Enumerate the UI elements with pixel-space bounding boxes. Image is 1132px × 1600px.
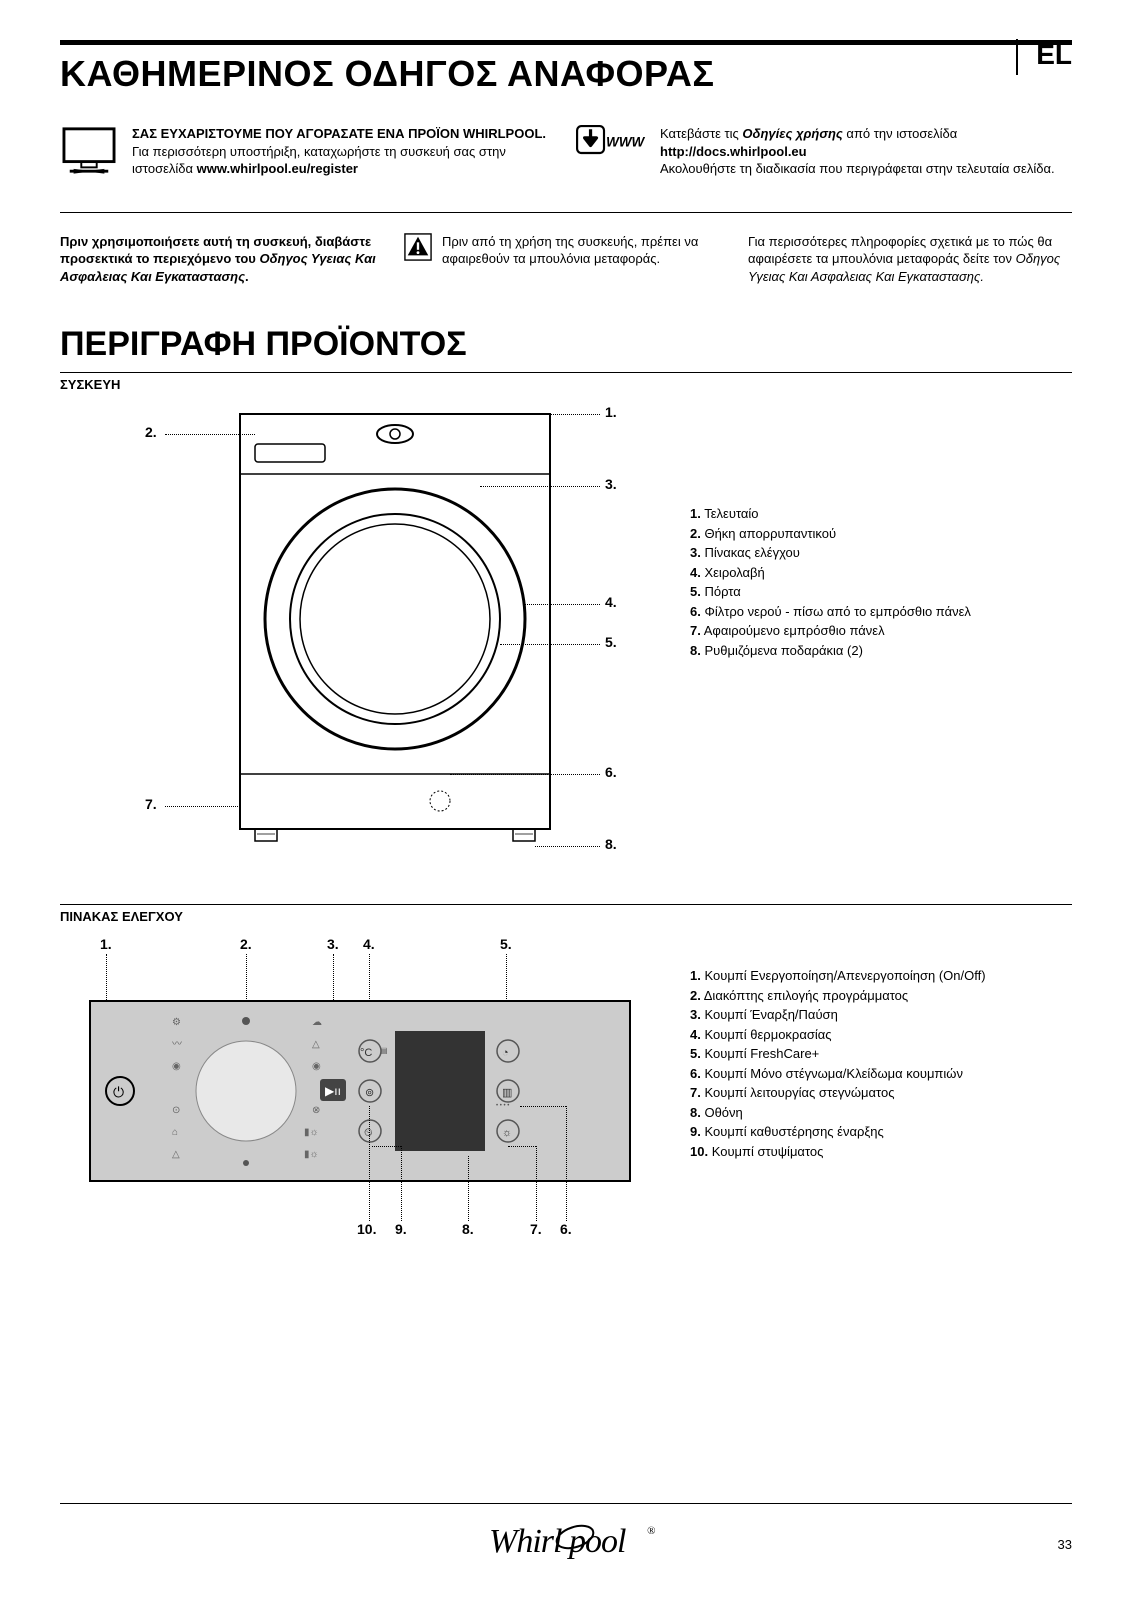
- svg-text:pool: pool: [567, 1523, 626, 1560]
- svg-text:▤: ▤: [380, 1046, 388, 1055]
- svg-text:◔: ◔: [502, 1047, 509, 1059]
- svg-text:®: ®: [647, 1525, 656, 1537]
- svg-text:°C: °C: [360, 1047, 372, 1059]
- svg-text:☁: ☁: [312, 1017, 322, 1028]
- intro-thanks-block: ΣΑΣ ΕΥΧΑΡΙΣΤΟΥΜΕ ΠΟΥ ΑΓΟΡΑΣΑΤΕ ΕΝΑ ΠΡΟΪΟ…: [132, 125, 556, 182]
- p-callout-10: 10.: [357, 1221, 376, 1237]
- safety-col-2: Πριν από τη χρήση της συσκευής, πρέπει ν…: [404, 233, 728, 286]
- svg-text:▥: ▥: [502, 1087, 512, 1099]
- svg-text:⊗: ⊗: [312, 1105, 320, 1116]
- p-callout-8: 8.: [462, 1221, 474, 1237]
- callout-6: 6.: [605, 764, 617, 780]
- svg-text:⌂: ⌂: [172, 1127, 178, 1138]
- monitor-icon: [60, 125, 118, 182]
- p-callout-7: 7.: [530, 1221, 542, 1237]
- section-title: ΠΕΡΙΓΡΑΦΗ ΠΡΟΪΟΝΤΟΣ: [60, 325, 1072, 364]
- callout-5: 5.: [605, 634, 617, 650]
- appliance-diagram: 1. 2. 3. 4. 5. 6. 7. 8.: [60, 404, 660, 864]
- svg-text:⊙: ⊙: [172, 1105, 180, 1116]
- warning-icon: [404, 233, 432, 286]
- svg-text:• • • •: • • • •: [496, 1103, 509, 1109]
- svg-text:⏻: ⏻: [113, 1084, 124, 1100]
- appliance-row: 1. 2. 3. 4. 5. 6. 7. 8. 1. Τελευταίο 2. …: [60, 404, 1072, 864]
- support-text: Για περισσότερη υποστήριξη, καταχωρήστε …: [132, 143, 556, 178]
- divider: [60, 212, 1072, 213]
- svg-text:〰: 〰: [172, 1039, 182, 1050]
- callout-3: 3.: [605, 476, 617, 492]
- callout-8: 8.: [605, 836, 617, 852]
- svg-text:▮☼: ▮☼: [304, 1127, 319, 1138]
- appliance-subsection: ΣΥΣΚΕΥΗ: [60, 372, 1072, 392]
- brand-logo: Whirl pool ®: [100, 1518, 1058, 1570]
- language-badge: EL: [1016, 39, 1072, 75]
- p-callout-1: 1.: [100, 936, 112, 952]
- safety-col-3: Για περισσότερες πληροφορίες σχετικά με …: [748, 233, 1072, 286]
- page-number: 33: [1058, 1537, 1072, 1552]
- p-callout-4: 4.: [363, 936, 375, 952]
- panel-legend: 1. Κουμπί Ενεργοποίηση/Απενεργοποίηση (O…: [690, 936, 1072, 1276]
- svg-text:▶ıı: ▶ıı: [325, 1084, 341, 1098]
- header: ΚΑΘΗΜΕΡΙΝΟΣ ΟΔΗΓΟΣ ΑΝΑΦΟΡΑΣ EL: [60, 40, 1072, 95]
- panel-subsection: ΠΙΝΑΚΑΣ ΕΛΕΓΧΟΥ: [60, 904, 1072, 924]
- thanks-text: ΣΑΣ ΕΥΧΑΡΙΣΤΟΥΜΕ ΠΟΥ ΑΓΟΡΑΣΑΤΕ ΕΝΑ ΠΡΟΪΟ…: [132, 125, 556, 143]
- p-callout-2: 2.: [240, 936, 252, 952]
- callout-1: 1.: [605, 404, 617, 420]
- download-block: Κατεβάστε τις Οδηγίες χρήσης από την ιστ…: [660, 125, 1072, 182]
- safety-col-1: Πριν χρησιμοποιήσετε αυτή τη συσκευή, δι…: [60, 233, 384, 286]
- panel-row: 1. 2. 3. 4. 5. ⚙ 〰 ◉ ⊙ ⌂ △ ☁ △: [60, 936, 1072, 1276]
- svg-text:▮☼: ▮☼: [304, 1149, 319, 1160]
- callout-2: 2.: [145, 424, 157, 440]
- safety-row: Πριν χρησιμοποιήσετε αυτή τη συσκευή, δι…: [60, 233, 1072, 286]
- svg-text:△: △: [312, 1039, 320, 1050]
- intro-row: ΣΑΣ ΕΥΧΑΡΙΣΤΟΥΜΕ ΠΟΥ ΑΓΟΡΑΣΑΤΕ ΕΝΑ ΠΡΟΪΟ…: [60, 125, 1072, 182]
- callout-4: 4.: [605, 594, 617, 610]
- p-callout-9: 9.: [395, 1221, 407, 1237]
- svg-text:Whirl: Whirl: [489, 1523, 562, 1560]
- intro-left: ΣΑΣ ΕΥΧΑΡΙΣΤΟΥΜΕ ΠΟΥ ΑΓΟΡΑΣΑΤΕ ΕΝΑ ΠΡΟΪΟ…: [60, 125, 556, 182]
- svg-text:WWW: WWW: [606, 135, 645, 150]
- svg-text:△: △: [172, 1149, 180, 1160]
- www-download-icon: WWW: [576, 125, 646, 182]
- intro-right: WWW Κατεβάστε τις Οδηγίες χρήσης από την…: [576, 125, 1072, 182]
- p-callout-5: 5.: [500, 936, 512, 952]
- footer: Whirl pool ® 33: [60, 1463, 1072, 1570]
- svg-text:⊚: ⊚: [365, 1087, 374, 1099]
- appliance-legend: 1. Τελευταίο 2. Θήκη απορρυπαντικού 3. Π…: [690, 404, 1072, 864]
- p-callout-3: 3.: [327, 936, 339, 952]
- svg-text:◉: ◉: [172, 1061, 181, 1072]
- callout-7: 7.: [145, 796, 157, 812]
- svg-text:☼: ☼: [502, 1127, 512, 1139]
- svg-text:⚙: ⚙: [172, 1017, 181, 1028]
- panel-diagram: 1. 2. 3. 4. 5. ⚙ 〰 ◉ ⊙ ⌂ △ ☁ △: [60, 936, 660, 1276]
- p-callout-6: 6.: [560, 1221, 572, 1237]
- main-title: ΚΑΘΗΜΕΡΙΝΟΣ ΟΔΗΓΟΣ ΑΝΑΦΟΡΑΣ: [60, 53, 715, 95]
- svg-text:◉: ◉: [312, 1061, 321, 1072]
